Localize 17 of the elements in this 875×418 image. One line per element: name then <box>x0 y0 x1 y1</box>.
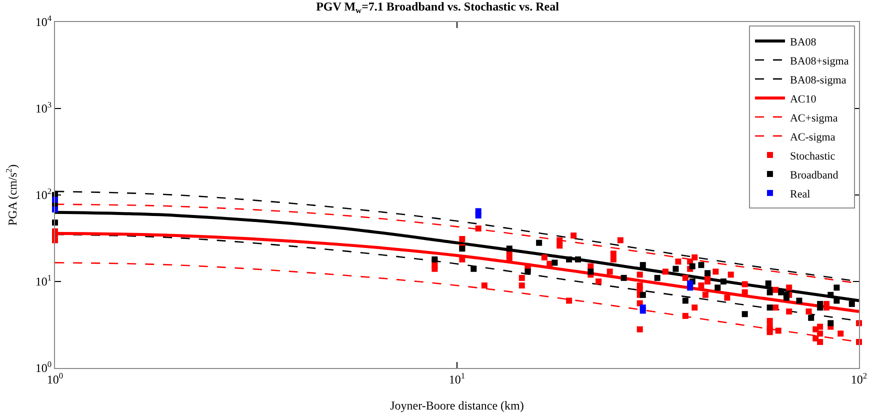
x-tick-label: 10$^{1}$ <box>448 371 466 386</box>
legend-label: Broadband <box>790 169 839 182</box>
legend-label: AC+sigma <box>790 112 838 124</box>
legend-label: BA08-sigma <box>790 74 846 86</box>
legend-label: Real <box>790 188 810 200</box>
x-tick-label: 10$^{2}$ <box>850 371 868 386</box>
y-tick-label: 10$^{4}$ <box>35 14 52 30</box>
legend-label: AC10 <box>790 93 817 106</box>
y-tick-label: 10$^{2}$ <box>35 187 52 202</box>
legend-label: AC-sigma <box>790 131 836 144</box>
x-axis-title: Joyner-Boore distance (km) <box>390 398 524 412</box>
legend-label: BA08+sigma <box>790 55 849 68</box>
y-tick-label: 10$^{3}$ <box>35 100 52 116</box>
y-tick-label: 10$^{1}$ <box>35 274 52 289</box>
chart-title: PGV M$_{w}$=7.1 Broadband vs. Stochastic vs. Real <box>316 0 560 16</box>
legend-label: Stochastic <box>790 150 836 162</box>
legend-label: BA08 <box>790 36 817 48</box>
